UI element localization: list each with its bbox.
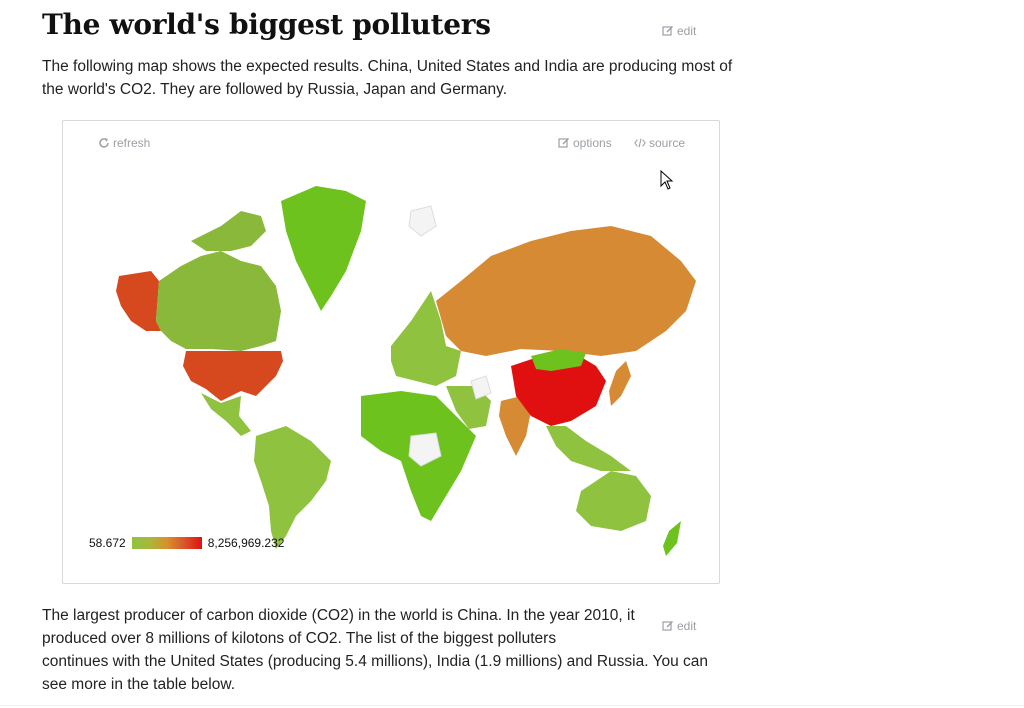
mongolia-region[interactable] <box>531 349 586 371</box>
refresh-icon <box>99 138 109 148</box>
source-button[interactable]: source <box>634 136 685 150</box>
refresh-label: refresh <box>113 136 151 150</box>
mexico-region[interactable] <box>201 393 251 436</box>
no-data-region[interactable] <box>408 205 437 237</box>
alaska-region[interactable] <box>116 271 161 331</box>
edit-icon <box>558 138 569 148</box>
legend-min: 58.672 <box>89 536 126 550</box>
greenland-region[interactable] <box>281 186 366 311</box>
arctic-islands[interactable] <box>191 211 266 251</box>
body-line: The largest producer of carbon dioxide (… <box>42 607 635 624</box>
options-label: options <box>573 136 612 150</box>
south-america-region[interactable] <box>254 426 331 549</box>
edit-title-button[interactable]: edit <box>662 24 696 38</box>
edit-label: edit <box>677 24 697 38</box>
india-region[interactable] <box>499 396 531 456</box>
intro-paragraph: The following map shows the expected res… <box>42 58 733 98</box>
russia-region[interactable] <box>436 226 696 356</box>
legend-color-scale <box>131 537 202 549</box>
world-map[interactable] <box>91 171 701 561</box>
divider <box>0 705 1024 706</box>
page-title: The world's biggest polluters <box>42 8 491 41</box>
refresh-button[interactable]: refresh <box>98 136 150 150</box>
edit-paragraph-button[interactable]: edit <box>662 619 696 633</box>
usa-region[interactable] <box>183 351 283 401</box>
new-zealand-region[interactable] <box>663 521 681 556</box>
edit-icon <box>662 621 673 631</box>
source-label: source <box>649 136 686 150</box>
options-button[interactable]: options <box>558 136 612 150</box>
body-line: produced over 8 millions of kilotons of … <box>42 630 557 647</box>
map-legend: 58.672 8,256,969.232 <box>89 536 284 550</box>
japan-region[interactable] <box>609 361 631 406</box>
no-data-region[interactable] <box>408 432 442 467</box>
southeast-asia-region[interactable] <box>546 426 631 471</box>
cursor-icon <box>660 170 674 190</box>
europe-region[interactable] <box>391 291 461 386</box>
australia-region[interactable] <box>576 471 651 531</box>
body-line: continues with the United States (produc… <box>42 653 709 670</box>
edit-label: edit <box>677 619 697 633</box>
map-widget: refresh options source <box>62 120 720 584</box>
code-icon <box>634 138 646 148</box>
body-paragraph: The largest producer of carbon dioxide (… <box>42 604 742 696</box>
edit-icon <box>662 26 673 36</box>
legend-max: 8,256,969.232 <box>207 536 285 550</box>
china-region[interactable] <box>511 351 606 426</box>
canada-region[interactable] <box>156 251 281 351</box>
body-line: see more in the table below. <box>42 676 236 693</box>
no-data-region[interactable] <box>470 375 492 400</box>
